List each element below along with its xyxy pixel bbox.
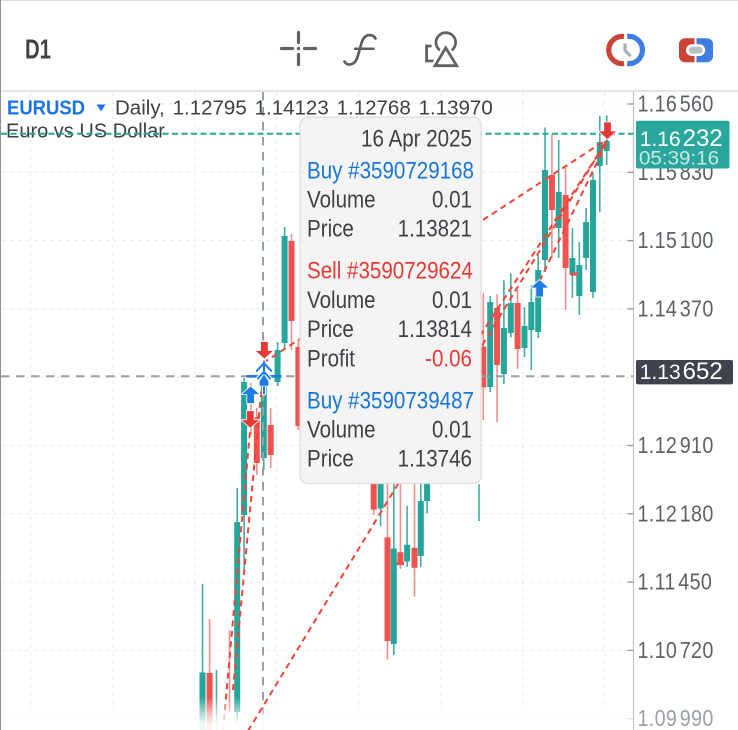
svg-text:Price: Price [307,315,354,342]
svg-text:Profit: Profit [307,345,356,372]
svg-text:D1: D1 [25,34,51,65]
svg-text:0.01: 0.01 [432,186,472,213]
svg-text:-0.06: -0.06 [425,345,472,372]
svg-text:1.13746: 1.13746 [398,445,472,472]
svg-text:Volume: Volume [307,416,376,443]
svg-text:0.01: 0.01 [432,286,472,313]
svg-text:0.01: 0.01 [432,416,472,443]
svg-text:Price: Price [307,215,354,242]
svg-text:EURUSD: EURUSD [7,98,85,120]
svg-text:Volume: Volume [307,286,376,313]
svg-text:1.13652: 1.13652 [640,358,723,385]
svg-text:Daily, 1.12795 1.14123 1.12768: Daily, 1.12795 1.14123 1.12768 1.13970 [115,97,493,120]
svg-text:1.13821: 1.13821 [398,215,472,242]
svg-text:1.13814: 1.13814 [398,315,472,342]
svg-text:Sell #3590729624: Sell #3590729624 [307,257,473,284]
svg-text:1.16232: 1.16232 [640,125,723,152]
svg-text:16 Apr 2025: 16 Apr 2025 [361,125,472,152]
svg-text:Price: Price [307,445,354,472]
svg-text:Buy #3590739487: Buy #3590739487 [307,387,474,414]
svg-text:05:39:16: 05:39:16 [639,148,719,170]
svg-text:Euro vs US Dollar: Euro vs US Dollar [6,121,165,143]
svg-text:Buy #3590729168: Buy #3590729168 [307,157,474,184]
svg-text:Volume: Volume [307,186,376,213]
